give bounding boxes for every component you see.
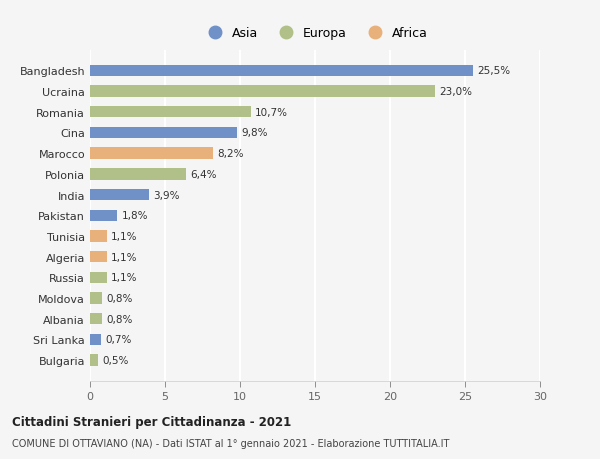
Bar — [90, 169, 186, 180]
Bar — [90, 148, 213, 159]
Bar — [90, 252, 107, 263]
Text: 25,5%: 25,5% — [477, 66, 510, 76]
Text: 0,5%: 0,5% — [102, 355, 128, 365]
Bar — [90, 355, 97, 366]
Text: Cittadini Stranieri per Cittadinanza - 2021: Cittadini Stranieri per Cittadinanza - 2… — [12, 415, 291, 428]
Text: 0,7%: 0,7% — [105, 335, 131, 345]
Bar — [90, 107, 251, 118]
Text: 0,8%: 0,8% — [107, 314, 133, 324]
Bar — [90, 190, 149, 201]
Text: 3,9%: 3,9% — [153, 190, 179, 200]
Bar — [90, 231, 107, 242]
Bar — [90, 128, 237, 139]
Bar — [90, 313, 102, 325]
Text: 1,1%: 1,1% — [111, 273, 137, 283]
Bar — [90, 272, 107, 283]
Text: 10,7%: 10,7% — [255, 107, 288, 118]
Bar — [90, 293, 102, 304]
Text: 1,1%: 1,1% — [111, 252, 137, 262]
Text: 0,8%: 0,8% — [107, 293, 133, 303]
Text: COMUNE DI OTTAVIANO (NA) - Dati ISTAT al 1° gennaio 2021 - Elaborazione TUTTITAL: COMUNE DI OTTAVIANO (NA) - Dati ISTAT al… — [12, 438, 449, 448]
Text: 1,1%: 1,1% — [111, 231, 137, 241]
Bar — [90, 334, 101, 345]
Text: 23,0%: 23,0% — [439, 87, 473, 97]
Legend: Asia, Europa, Africa: Asia, Europa, Africa — [198, 24, 432, 44]
Text: 1,8%: 1,8% — [121, 211, 148, 221]
Text: 9,8%: 9,8% — [242, 128, 268, 138]
Bar — [90, 210, 117, 221]
Bar — [90, 86, 435, 97]
Text: 8,2%: 8,2% — [218, 149, 244, 159]
Bar — [90, 66, 473, 77]
Text: 6,4%: 6,4% — [191, 169, 217, 179]
